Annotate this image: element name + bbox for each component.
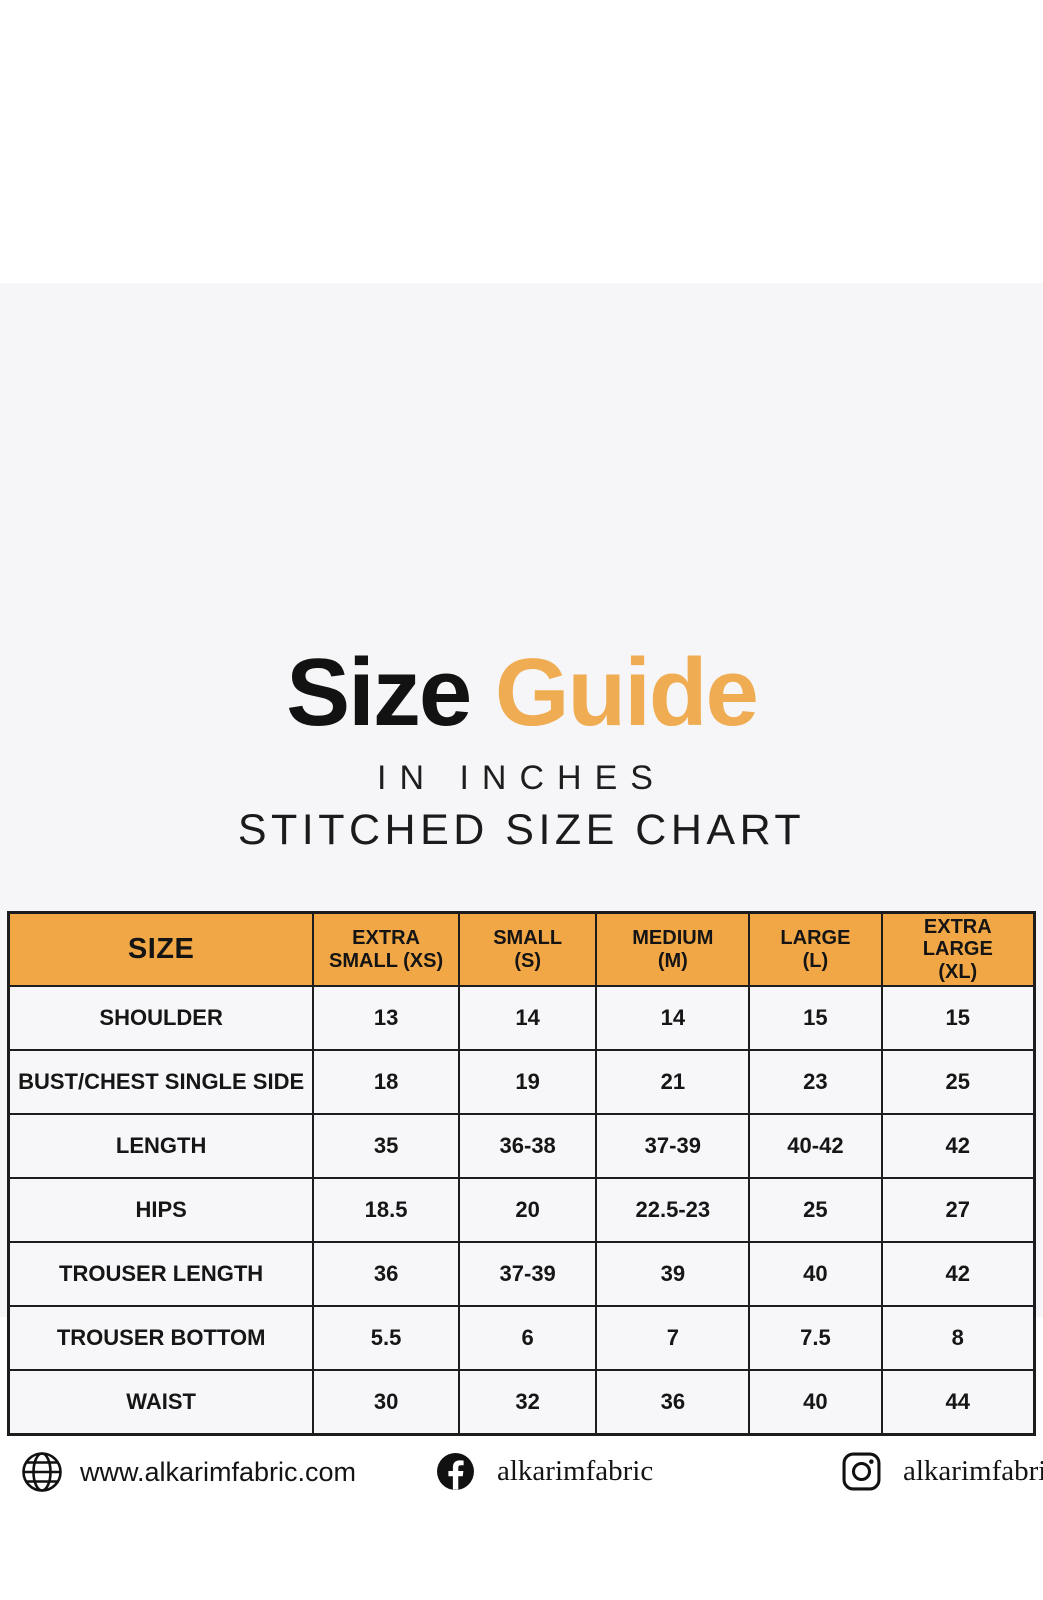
size-value: 36-38 <box>457 1113 598 1180</box>
subtitle-stitched-size-chart: STITCHED SIZE CHART <box>237 806 806 854</box>
table-row-hips: HIPS 18.5 20 22.5-23 25 27 <box>7 1177 1036 1244</box>
instagram-item: alkarimfabrics <box>842 1452 1043 1491</box>
size-value: 21 <box>595 1049 751 1116</box>
size-value: 39 <box>595 1241 751 1308</box>
size-value: 23 <box>748 1049 883 1116</box>
page-title-guide: Guide <box>494 639 759 746</box>
size-value: 32 <box>457 1369 598 1436</box>
size-value: 7 <box>595 1305 751 1372</box>
size-value: 14 <box>595 985 751 1052</box>
table-row-bust-chest: BUST/CHEST SINGLE SIDE 18 19 21 23 25 <box>7 1049 1036 1116</box>
row-label: SHOULDER <box>7 985 315 1052</box>
size-value: 42 <box>880 1241 1036 1308</box>
size-value: 22.5-23 <box>595 1177 751 1244</box>
column-header-medium: MEDIUM (M) <box>595 911 751 988</box>
size-value: 27 <box>880 1177 1036 1244</box>
size-value: 37-39 <box>595 1113 751 1180</box>
size-value: 13 <box>312 985 460 1052</box>
size-value: 6 <box>457 1305 598 1372</box>
instagram-handle: alkarimfabrics <box>903 1455 1043 1487</box>
facebook-handle: alkarimfabric <box>497 1455 654 1487</box>
row-label: LENGTH <box>7 1113 315 1180</box>
column-header-extra-small: EXTRA SMALL (XS) <box>312 911 460 988</box>
column-header-large: LARGE (L) <box>748 911 883 988</box>
globe-icon <box>20 1450 64 1494</box>
subtitle-in-inches: IN INCHES <box>377 759 666 797</box>
row-label: WAIST <box>7 1369 315 1436</box>
size-value: 40 <box>748 1369 883 1436</box>
size-value: 37-39 <box>457 1241 598 1308</box>
column-header-extra-large: EXTRA LARGE (XL) <box>880 911 1036 988</box>
size-value: 25 <box>748 1177 883 1244</box>
size-value: 36 <box>595 1369 751 1436</box>
table-row-waist: WAIST 30 32 36 40 44 <box>7 1369 1036 1436</box>
footer: www.alkarimfabric.com alkarimfabric <box>0 1446 1043 1502</box>
table-row-trouser-bottom: TROUSER BOTTOM 5.5 6 7 7.5 8 <box>7 1305 1036 1372</box>
row-label: HIPS <box>7 1177 315 1244</box>
row-label: TROUSER BOTTOM <box>7 1305 315 1372</box>
website-url: www.alkarimfabric.com <box>80 1456 357 1487</box>
facebook-item: alkarimfabric <box>436 1452 653 1491</box>
size-value: 42 <box>880 1113 1036 1180</box>
size-value: 25 <box>880 1049 1036 1116</box>
content-panel: Size Guide IN INCHES STITCHED SIZE CHART… <box>0 283 1043 1492</box>
title-block: Size Guide IN INCHES STITCHED SIZE CHART <box>0 645 1043 855</box>
size-value: 14 <box>457 985 598 1052</box>
facebook-icon <box>436 1452 475 1491</box>
table-row-shoulder: SHOULDER 13 14 14 15 15 <box>7 985 1036 1052</box>
header-row: SIZE EXTRA SMALL (XS) SMALL (S) MEDIUM (… <box>7 911 1036 988</box>
size-value: 20 <box>457 1177 598 1244</box>
size-value: 18.5 <box>312 1177 460 1244</box>
column-header-small: SMALL (S) <box>457 911 598 988</box>
row-label: TROUSER LENGTH <box>7 1241 315 1308</box>
size-value: 15 <box>748 985 883 1052</box>
size-value: 5.5 <box>312 1305 460 1372</box>
column-header-size: SIZE <box>7 911 315 988</box>
website-item: www.alkarimfabric.com <box>20 1450 356 1494</box>
size-value: 15 <box>880 985 1036 1052</box>
size-value: 36 <box>312 1241 460 1308</box>
row-label: BUST/CHEST SINGLE SIDE <box>7 1049 315 1116</box>
table-row-length: LENGTH 35 36-38 37-39 40-42 42 <box>7 1113 1036 1180</box>
size-value: 19 <box>457 1049 598 1116</box>
size-value: 35 <box>312 1113 460 1180</box>
size-value: 30 <box>312 1369 460 1436</box>
page-title: Size Guide <box>0 645 1043 741</box>
size-value: 40-42 <box>748 1113 883 1180</box>
size-chart-table: SIZE EXTRA SMALL (XS) SMALL (S) MEDIUM (… <box>7 911 1036 1436</box>
size-value: 44 <box>880 1369 1036 1436</box>
size-value: 18 <box>312 1049 460 1116</box>
table-row-trouser-length: TROUSER LENGTH 36 37-39 39 40 42 <box>7 1241 1036 1308</box>
size-value: 8 <box>880 1305 1036 1372</box>
size-value: 40 <box>748 1241 883 1308</box>
instagram-icon <box>842 1452 881 1491</box>
page-title-size: Size <box>286 639 472 746</box>
size-value: 7.5 <box>748 1305 883 1372</box>
